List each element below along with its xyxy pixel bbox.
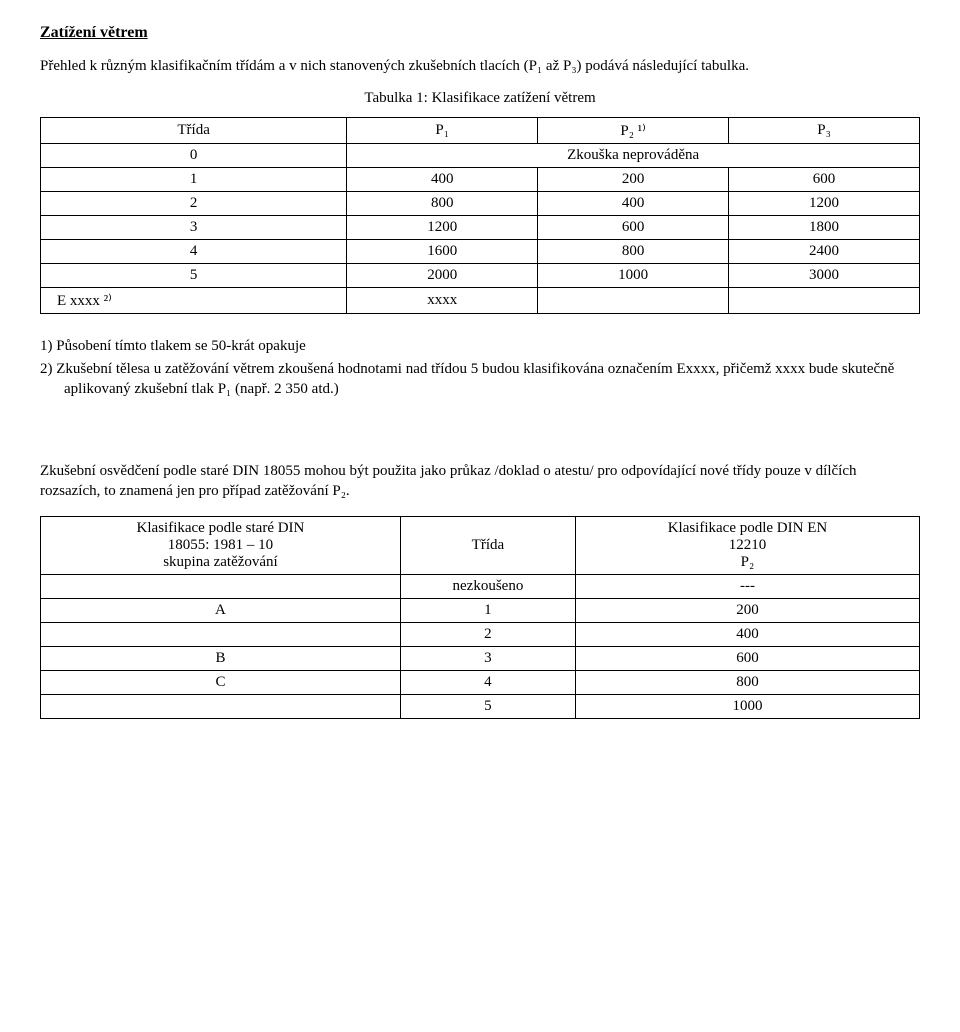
table-row: Třída P₁ P₂ ¹⁾ P₃ (41, 118, 920, 144)
cell-class: nezkoušeno (400, 574, 575, 598)
cell-class: 3 (400, 646, 575, 670)
table-row: 5 1000 (41, 694, 920, 718)
cell-p1: 400 (347, 168, 538, 192)
cell-p3: 1800 (729, 216, 920, 240)
table-row: 3 1200 600 1800 (41, 216, 920, 240)
cell-class: 1 (400, 598, 575, 622)
cell-old-din: C (41, 670, 401, 694)
table-row: B 3 600 (41, 646, 920, 670)
cell-p2: 400 (538, 192, 729, 216)
table-wind-load-classification: Třída P₁ P₂ ¹⁾ P₃ 0 Zkouška neprováděna … (40, 117, 920, 314)
col-header-old-din: Klasifikace podle staré DIN 18055: 1981 … (41, 516, 401, 574)
table-row: 2 400 (41, 622, 920, 646)
hdr-right-line2: 12210 (729, 537, 767, 553)
col-header-class: Třída (41, 118, 347, 144)
table-row: 5 2000 1000 3000 (41, 264, 920, 288)
table-din-mapping: Klasifikace podle staré DIN 18055: 1981 … (40, 516, 920, 719)
cell-p1: xxxx (347, 288, 538, 314)
cell-class: 1 (41, 168, 347, 192)
cell-class: 4 (41, 240, 347, 264)
footnotes: 1) Působení tímto tlakem se 50-krát opak… (40, 336, 920, 399)
cell-p2: 400 (575, 622, 919, 646)
cell-p2: --- (575, 574, 919, 598)
table1-caption: Tabulka 1: Klasifikace zatížení větrem (40, 90, 920, 107)
hdr-right-line1: Klasifikace podle DIN EN (668, 520, 828, 536)
hdr-right-line3: P₂ (741, 554, 755, 570)
cell-p3: 1200 (729, 192, 920, 216)
table-row: 2 800 400 1200 (41, 192, 920, 216)
footnote-1: 1) Působení tímto tlakem se 50-krát opak… (40, 336, 920, 356)
cell-class: 5 (41, 264, 347, 288)
table-row: nezkoušeno --- (41, 574, 920, 598)
table-row: 4 1600 800 2400 (41, 240, 920, 264)
cell-p2: 1000 (575, 694, 919, 718)
cell-old-din: B (41, 646, 401, 670)
cell-old-din (41, 694, 401, 718)
table-row: 0 Zkouška neprováděna (41, 144, 920, 168)
cell-p3 (729, 288, 920, 314)
cell-no-test: Zkouška neprováděna (347, 144, 920, 168)
cell-p3: 600 (729, 168, 920, 192)
cell-class: 2 (400, 622, 575, 646)
hdr-left-line3: skupina zatěžování (163, 554, 278, 570)
cell-old-din: A (41, 598, 401, 622)
paragraph-certification: Zkušební osvědčení podle staré DIN 18055… (40, 461, 920, 502)
col-header-din-en: Klasifikace podle DIN EN 12210 P₂ (575, 516, 919, 574)
hdr-left-line2: 18055: 1981 – 10 (168, 537, 273, 553)
cell-p3: 3000 (729, 264, 920, 288)
cell-p2 (538, 288, 729, 314)
cell-p2: 200 (575, 598, 919, 622)
footnote-2: 2) Zkušební tělesa u zatěžování větrem z… (40, 359, 920, 400)
cell-p2: 800 (538, 240, 729, 264)
col-header-p2: P₂ ¹⁾ (538, 118, 729, 144)
cell-class: 2 (41, 192, 347, 216)
cell-exxxx: E xxxx ²⁾ (41, 288, 347, 314)
col-header-p3: P₃ (729, 118, 920, 144)
table-row: A 1 200 (41, 598, 920, 622)
table-row: E xxxx ²⁾ xxxx (41, 288, 920, 314)
cell-class: 3 (41, 216, 347, 240)
intro-paragraph: Přehled k různým klasifikačním třídám a … (40, 56, 920, 76)
cell-p1: 2000 (347, 264, 538, 288)
table-row: C 4 800 (41, 670, 920, 694)
table-row: Klasifikace podle staré DIN 18055: 1981 … (41, 516, 920, 574)
cell-class: 5 (400, 694, 575, 718)
hdr-left-line1: Klasifikace podle staré DIN (137, 520, 305, 536)
cell-p2: 200 (538, 168, 729, 192)
cell-class: 0 (41, 144, 347, 168)
section-heading: Zatížení větrem (40, 24, 920, 42)
cell-p2: 1000 (538, 264, 729, 288)
col-header-class: Třída (400, 516, 575, 574)
cell-p3: 2400 (729, 240, 920, 264)
cell-p1: 1600 (347, 240, 538, 264)
cell-old-din (41, 622, 401, 646)
cell-class: 4 (400, 670, 575, 694)
cell-p2: 600 (575, 646, 919, 670)
cell-p2: 800 (575, 670, 919, 694)
cell-p2: 600 (538, 216, 729, 240)
table-row: 1 400 200 600 (41, 168, 920, 192)
cell-old-din (41, 574, 401, 598)
cell-p1: 1200 (347, 216, 538, 240)
cell-p1: 800 (347, 192, 538, 216)
col-header-p1: P₁ (347, 118, 538, 144)
